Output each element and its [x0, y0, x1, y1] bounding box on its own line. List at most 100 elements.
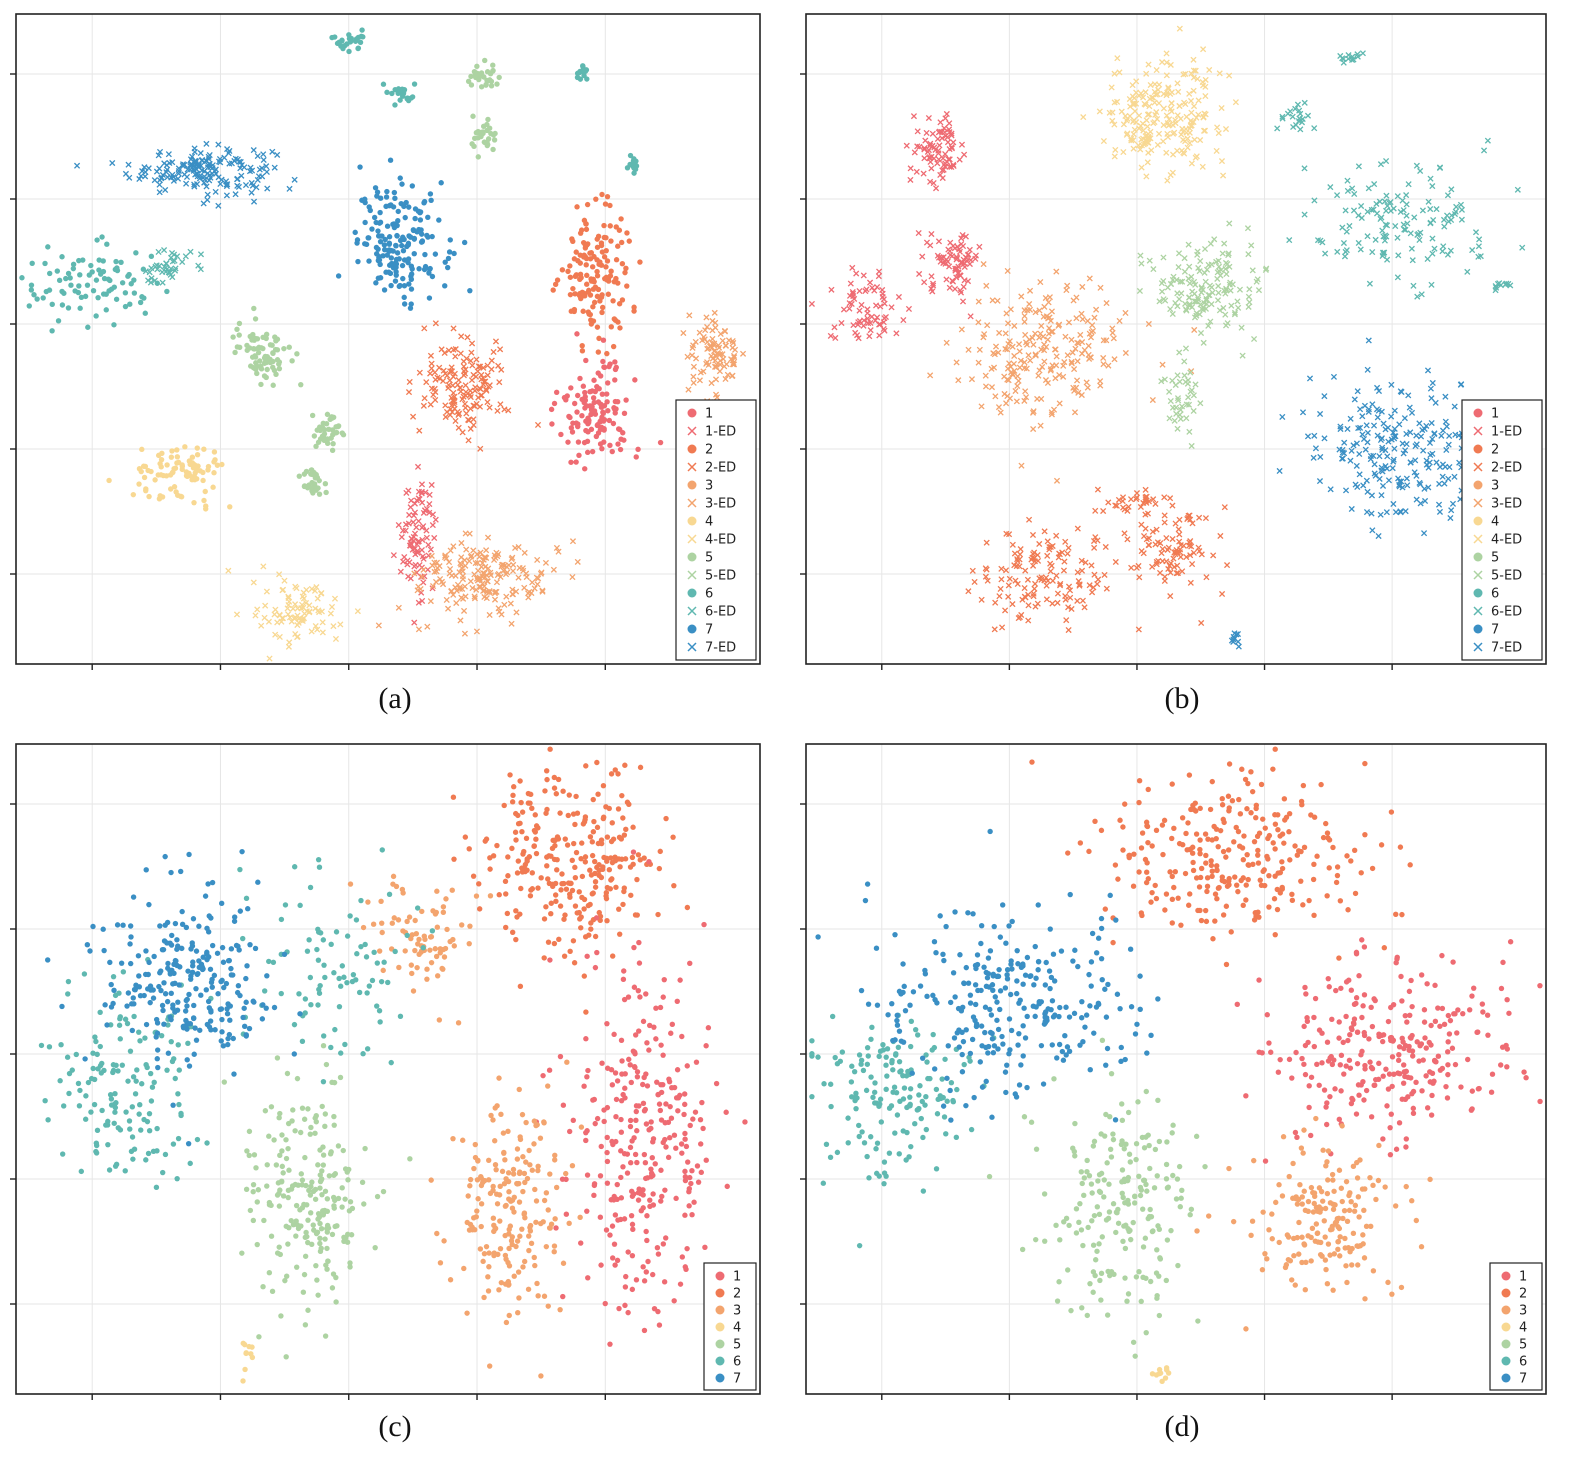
- point-6-ed: [1416, 236, 1423, 243]
- point-7-ed: [1389, 465, 1396, 472]
- point-3: [487, 893, 494, 899]
- point-7: [219, 977, 225, 984]
- point-5-ed: [1183, 401, 1190, 408]
- point-3: [461, 1265, 467, 1272]
- point-3: [494, 1191, 500, 1197]
- point-2-ed: [447, 368, 454, 375]
- point-7-ed: [1396, 483, 1403, 490]
- point-7: [125, 990, 132, 996]
- point-3: [380, 967, 386, 974]
- point-2: [548, 911, 554, 917]
- point-4-ed: [1184, 135, 1191, 142]
- point-7: [190, 916, 197, 922]
- point-7: [363, 241, 370, 248]
- point-3-ed: [1048, 411, 1055, 418]
- point-4-ed: [306, 608, 313, 615]
- point-1: [574, 409, 580, 415]
- point-3: [473, 1214, 479, 1220]
- point-2-ed: [1017, 546, 1024, 553]
- point-5: [274, 1055, 281, 1061]
- point-3-ed: [1022, 331, 1029, 339]
- point-2: [596, 862, 602, 868]
- point-1: [662, 1187, 668, 1193]
- point-6: [76, 257, 82, 264]
- point-5: [331, 1205, 337, 1211]
- point-2-ed: [1063, 617, 1070, 624]
- legend-label: 6-ED: [705, 605, 736, 620]
- point-5: [301, 1271, 308, 1278]
- point-5: [312, 1196, 319, 1202]
- point-6: [243, 895, 250, 902]
- point-1: [627, 1123, 634, 1130]
- point-3-ed: [461, 583, 468, 590]
- point-2: [578, 227, 585, 233]
- point-6-ed: [1418, 291, 1425, 298]
- point-5-ed: [1245, 293, 1252, 300]
- legend-marker-dot: [715, 1288, 725, 1298]
- point-5-ed: [1239, 352, 1246, 359]
- point-7: [371, 214, 378, 221]
- point-6: [577, 76, 584, 82]
- legend-marker-x: [687, 426, 697, 436]
- point-1: [724, 1183, 730, 1190]
- point-5: [476, 72, 483, 79]
- point-6-ed: [1368, 206, 1375, 213]
- point-3-ed: [1053, 362, 1060, 369]
- point-4-ed: [1164, 177, 1171, 184]
- point-4-ed: [290, 605, 297, 612]
- point-1-ed: [879, 286, 886, 294]
- point-2: [532, 812, 538, 818]
- point-2: [607, 202, 613, 209]
- point-1: [587, 388, 593, 395]
- point-7-ed: [1279, 413, 1286, 420]
- point-2: [554, 277, 561, 283]
- point-3: [517, 1169, 523, 1175]
- point-3: [551, 1243, 558, 1249]
- point-3-ed: [457, 560, 464, 567]
- point-6: [316, 990, 323, 996]
- point-7-ed: [1337, 425, 1344, 433]
- point-7: [408, 263, 415, 269]
- point-2: [594, 273, 601, 279]
- point-6-ed: [167, 254, 175, 261]
- point-5: [271, 1137, 277, 1143]
- point-7-ed: [1341, 439, 1348, 446]
- point-6: [159, 1169, 166, 1176]
- point-3-ed: [1027, 287, 1034, 294]
- point-4-ed: [1182, 125, 1190, 133]
- point-6: [91, 1101, 98, 1108]
- point-7-ed: [1359, 431, 1366, 438]
- point-6-ed: [1409, 257, 1416, 264]
- point-2: [609, 820, 615, 826]
- point-1: [694, 1163, 701, 1169]
- point-2-ed: [452, 353, 459, 360]
- point-3-ed: [1068, 358, 1075, 365]
- point-1: [583, 403, 590, 409]
- point-7-ed: [1364, 439, 1371, 446]
- point-4: [242, 1366, 248, 1373]
- point-6: [362, 941, 368, 948]
- point-1: [648, 1119, 654, 1125]
- point-3-ed: [427, 598, 434, 605]
- point-7-ed: [1357, 406, 1364, 413]
- point-2: [615, 243, 621, 249]
- point-4-ed: [1144, 159, 1151, 166]
- point-6-ed: [1301, 99, 1308, 106]
- point-3-ed: [477, 549, 484, 556]
- point-3: [502, 1157, 508, 1163]
- point-1: [641, 1074, 647, 1081]
- point-7-ed: [204, 170, 211, 177]
- point-3-ed: [463, 546, 470, 553]
- point-2: [663, 815, 669, 822]
- point-6: [143, 1157, 149, 1163]
- point-1: [553, 1225, 559, 1231]
- point-5: [256, 1334, 262, 1340]
- point-6-ed: [1327, 184, 1334, 191]
- point-3-ed: [1081, 346, 1088, 354]
- point-2-ed: [1223, 562, 1231, 569]
- point-7: [204, 949, 210, 955]
- point-5: [299, 1182, 305, 1188]
- point-3: [486, 1264, 492, 1270]
- point-1: [682, 1091, 688, 1097]
- point-7: [132, 986, 138, 993]
